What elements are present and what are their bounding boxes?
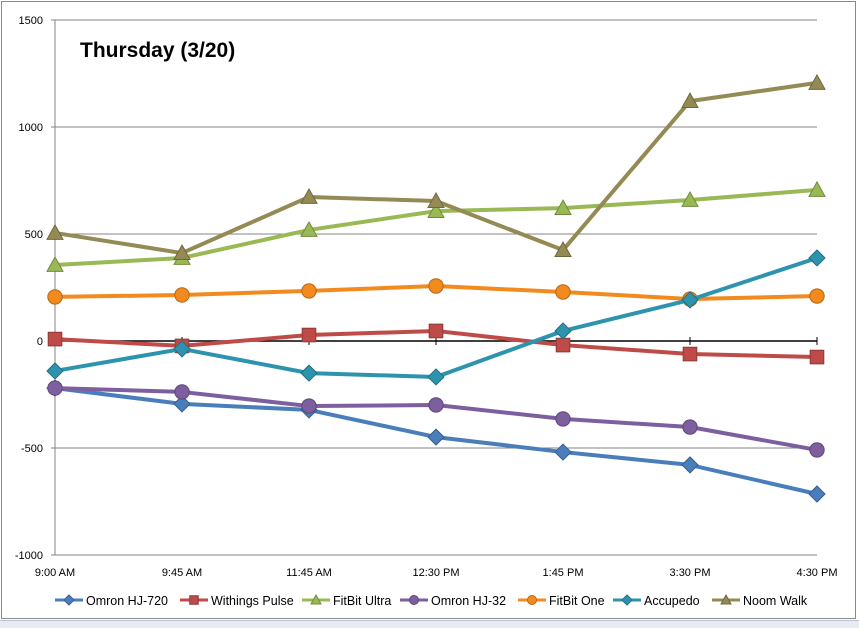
data-point-circle xyxy=(47,380,63,396)
legend-item: Accupedo xyxy=(613,594,700,608)
worksheet-strip xyxy=(0,620,859,628)
x-tick-label: 12:30 PM xyxy=(412,567,459,579)
legend-label: Withings Pulse xyxy=(211,594,294,608)
data-point-circle xyxy=(555,284,571,300)
y-tick-label: 1500 xyxy=(19,15,43,27)
data-point-square xyxy=(189,595,199,605)
data-point-square xyxy=(809,349,825,365)
series-noom-walk xyxy=(46,73,826,260)
data-point-circle xyxy=(428,397,444,413)
data-point-triangle xyxy=(808,73,826,90)
data-point-diamond xyxy=(173,395,191,413)
data-point-circle xyxy=(174,287,190,303)
chart-area xyxy=(1,1,856,619)
data-point-triangle xyxy=(300,187,318,204)
legend-label: FitBit Ultra xyxy=(333,594,391,608)
data-point-triangle xyxy=(808,180,826,197)
data-point-circle xyxy=(527,595,537,605)
legend-item: Noom Walk xyxy=(712,593,808,608)
data-point-diamond xyxy=(63,594,75,606)
data-point-circle xyxy=(301,283,317,299)
legend-item: FitBit One xyxy=(518,594,605,608)
data-point-circle xyxy=(301,398,317,414)
data-point-diamond xyxy=(173,340,191,358)
data-point-diamond xyxy=(808,249,826,267)
legend-item: FitBit Ultra xyxy=(302,593,391,608)
data-point-triangle xyxy=(554,199,572,216)
x-tick-label: 1:45 PM xyxy=(543,567,584,579)
series-omron-hj-720 xyxy=(46,379,826,503)
data-point-square xyxy=(301,327,317,343)
data-point-triangle xyxy=(681,92,699,109)
data-point-triangle xyxy=(46,223,64,240)
y-tick-label: 0 xyxy=(37,336,43,348)
chart-title: Thursday (3/20) xyxy=(80,39,235,62)
data-point-triangle xyxy=(310,593,322,605)
y-tick-label: -500 xyxy=(21,443,43,455)
legend-item: Omron HJ-720 xyxy=(55,594,168,608)
x-tick-label: 9:00 AM xyxy=(35,567,75,579)
x-tick-label: 11:45 AM xyxy=(286,567,332,579)
x-tick-label: 9:45 AM xyxy=(162,567,202,579)
data-point-triangle xyxy=(554,241,572,257)
data-point-diamond xyxy=(46,362,64,380)
data-point-square xyxy=(428,323,444,339)
data-point-circle xyxy=(682,419,698,435)
legend-label: Noom Walk xyxy=(743,594,808,608)
x-axis: 9:00 AM 9:45 AM 11:45 AM 12:30 PM 1:45 PM 3:3… xyxy=(35,337,838,579)
series-line xyxy=(54,80,818,256)
legend-label: Accupedo xyxy=(644,594,700,608)
data-point-diamond xyxy=(681,456,699,474)
legend-label: Omron HJ-720 xyxy=(86,594,168,608)
data-point-triangle xyxy=(173,244,191,260)
legend-label: FitBit One xyxy=(549,594,605,608)
data-point-circle xyxy=(174,384,190,400)
y-axis: -1000 -500 0 500 1000 1500 xyxy=(15,15,55,562)
data-point-circle xyxy=(409,595,419,605)
data-point-circle xyxy=(47,289,63,305)
data-point-diamond xyxy=(427,368,445,386)
data-point-circle xyxy=(809,442,825,458)
data-point-triangle xyxy=(427,202,445,219)
data-point-diamond xyxy=(621,594,633,606)
series-line xyxy=(54,256,818,379)
data-point-triangle xyxy=(681,190,699,207)
data-point-circle xyxy=(428,278,444,294)
y-tick-label: 1000 xyxy=(19,122,43,134)
series-accupedo xyxy=(46,249,826,386)
data-point-diamond xyxy=(427,428,445,446)
data-point-circle xyxy=(555,411,571,427)
series-omron-hj-32 xyxy=(47,380,825,458)
data-point-triangle xyxy=(427,192,445,208)
legend-item: Omron HJ-32 xyxy=(400,594,506,608)
legend-label: Omron HJ-32 xyxy=(431,594,506,608)
x-tick-label: 3:30 PM xyxy=(670,567,711,579)
data-point-square xyxy=(682,346,698,362)
legend: Omron HJ-720 Withings Pulse FitBit Ultra Om… xyxy=(55,593,808,608)
data-point-diamond xyxy=(681,291,699,309)
data-point-triangle xyxy=(46,256,64,272)
data-point-diamond xyxy=(554,322,572,340)
x-tick-label: 4:30 PM xyxy=(797,567,838,579)
legend-item: Withings Pulse xyxy=(180,594,294,608)
data-point-triangle xyxy=(720,593,732,605)
series-lines xyxy=(46,73,826,503)
data-point-square xyxy=(555,337,571,353)
data-point-diamond xyxy=(808,485,826,503)
data-point-diamond xyxy=(554,443,572,461)
data-point-square xyxy=(47,331,63,347)
data-point-diamond xyxy=(300,364,318,382)
data-point-triangle xyxy=(300,220,318,237)
data-point-circle xyxy=(809,288,825,304)
y-tick-label: 500 xyxy=(25,229,43,241)
y-tick-label: -1000 xyxy=(15,550,43,562)
